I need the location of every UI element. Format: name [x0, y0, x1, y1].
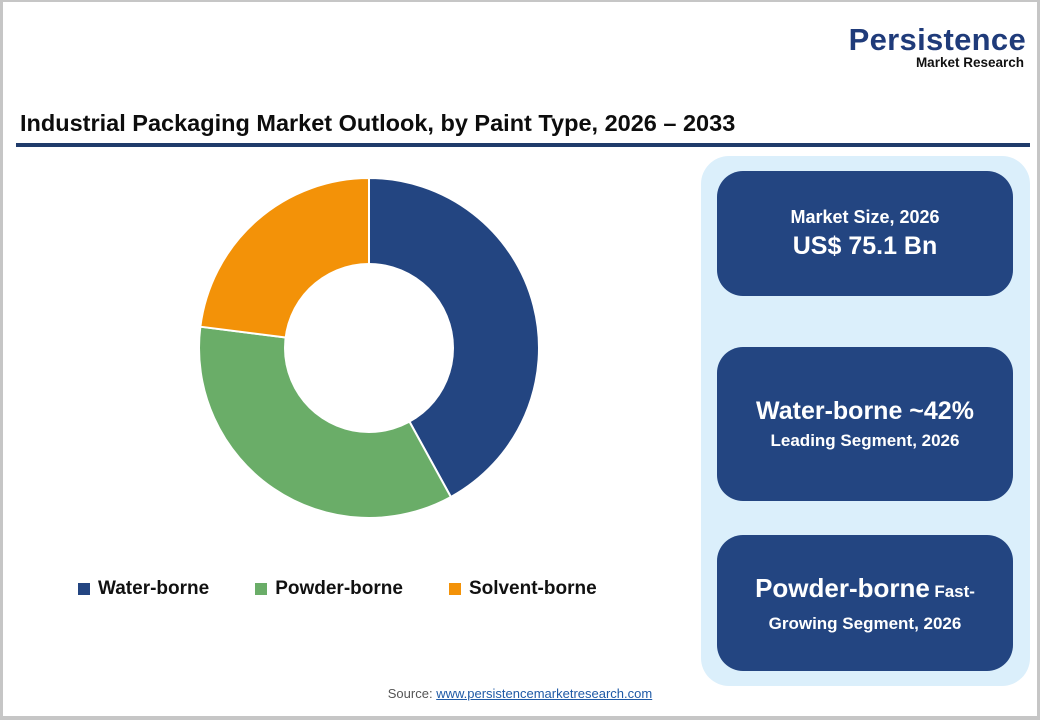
fastest-growing-label-start: Fast- — [934, 581, 975, 601]
fastest-growing-label: Growing Segment, 2026 — [768, 613, 962, 633]
legend-item-powder-borne: Powder-borne — [255, 578, 403, 600]
source-prefix: Source: — [387, 686, 437, 701]
donut-hole — [284, 263, 454, 433]
chart-legend: Water-borne Powder-borne Solvent-borne — [78, 578, 643, 600]
donut-chart — [198, 176, 540, 519]
source-note: Source: www.persistencemarketresearch.co… — [0, 686, 1040, 701]
title-divider — [16, 143, 1030, 147]
leading-segment-card: Water-borne ~42% Leading Segment, 2026 — [717, 347, 1013, 501]
chart-title: Industrial Packaging Market Outlook, by … — [20, 110, 736, 136]
donut-slice-powder-borne — [198, 325, 453, 519]
legend-item-solvent-borne: Solvent-borne — [448, 578, 597, 600]
legend-swatch-icon — [448, 583, 461, 595]
market-size-card: Market Size, 2026 US$ 75.1 Bn — [717, 171, 1013, 296]
market-size-label: Market Size, 2026 — [790, 206, 940, 227]
legend-label: Solvent-borne — [468, 578, 597, 599]
legend-item-water-borne: Water-borne — [78, 578, 209, 600]
legend-swatch-icon — [78, 583, 90, 595]
leading-segment-value: Water-borne ~42% — [756, 397, 974, 425]
fastest-growing-segment: Powder-borne — [755, 572, 930, 603]
company-logo: Persistence Market Research — [816, 24, 1026, 70]
fastest-growing-line1: Powder-borne Fast- — [755, 570, 975, 611]
logo-tagline: Market Research — [915, 55, 1024, 70]
market-size-value: US$ 75.1 Bn — [792, 231, 938, 260]
legend-label: Water-borne — [98, 578, 210, 599]
legend-label: Powder-borne — [275, 578, 403, 599]
legend-swatch-icon — [255, 583, 268, 595]
leading-segment-label: Leading Segment, 2026 — [770, 431, 960, 450]
logo-wordmark: Persistence — [848, 22, 1026, 57]
source-link[interactable]: www.persistencemarketresearch.com — [436, 686, 653, 701]
fastest-growing-card: Powder-borne Fast- Growing Segment, 2026 — [717, 535, 1013, 671]
